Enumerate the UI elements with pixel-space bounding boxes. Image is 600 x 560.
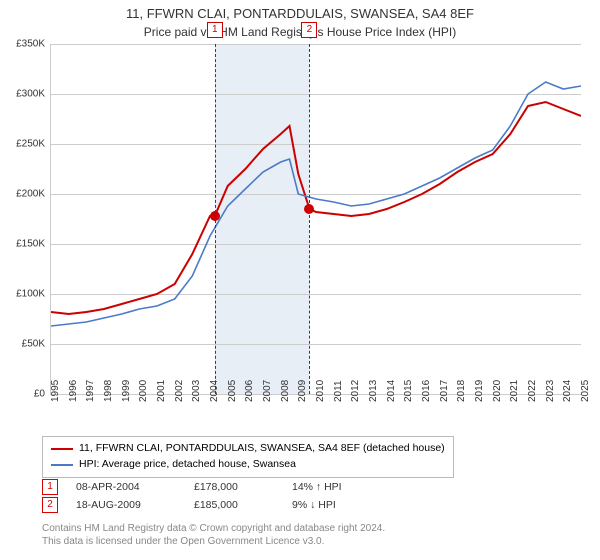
chart-svg bbox=[51, 44, 581, 394]
x-axis-label: 2004 bbox=[209, 380, 220, 402]
legend-item: HPI: Average price, detached house, Swan… bbox=[51, 457, 445, 473]
chart-title: 11, FFWRN CLAI, PONTARDDULAIS, SWANSEA, … bbox=[0, 0, 600, 23]
x-axis-label: 2010 bbox=[315, 380, 326, 402]
y-axis-label: £150K bbox=[16, 239, 45, 250]
y-axis-label: £0 bbox=[34, 389, 45, 400]
attribution-line1: Contains HM Land Registry data © Crown c… bbox=[42, 522, 385, 535]
transaction-row: 1 08-APR-2004 £178,000 14% ↑ HPI bbox=[42, 478, 372, 496]
legend-swatch bbox=[51, 448, 73, 450]
legend: 11, FFWRN CLAI, PONTARDDULAIS, SWANSEA, … bbox=[42, 436, 454, 478]
x-axis-label: 2019 bbox=[474, 380, 485, 402]
transaction-price: £185,000 bbox=[194, 499, 274, 511]
x-axis-label: 2001 bbox=[156, 380, 167, 402]
legend-label: 11, FFWRN CLAI, PONTARDDULAIS, SWANSEA, … bbox=[79, 441, 445, 457]
x-axis-label: 2018 bbox=[456, 380, 467, 402]
x-axis-label: 2023 bbox=[545, 380, 556, 402]
x-axis-label: 2014 bbox=[386, 380, 397, 402]
y-axis-label: £300K bbox=[16, 89, 45, 100]
series-property bbox=[51, 102, 581, 314]
x-axis-label: 2003 bbox=[191, 380, 202, 402]
transaction-date: 08-APR-2004 bbox=[76, 481, 176, 493]
transaction-delta: 14% ↑ HPI bbox=[292, 481, 372, 493]
transaction-flag-num: 1 bbox=[42, 479, 58, 495]
x-axis-label: 2017 bbox=[439, 380, 450, 402]
x-axis-label: 2012 bbox=[350, 380, 361, 402]
x-axis-label: 2020 bbox=[492, 380, 503, 402]
legend-swatch bbox=[51, 464, 73, 466]
x-axis-label: 1996 bbox=[68, 380, 79, 402]
x-axis-label: 2021 bbox=[509, 380, 520, 402]
x-axis-label: 2015 bbox=[403, 380, 414, 402]
x-axis-label: 1998 bbox=[103, 380, 114, 402]
legend-label: HPI: Average price, detached house, Swan… bbox=[79, 457, 296, 473]
legend-item: 11, FFWRN CLAI, PONTARDDULAIS, SWANSEA, … bbox=[51, 441, 445, 457]
x-axis-label: 2006 bbox=[244, 380, 255, 402]
x-axis-label: 1999 bbox=[121, 380, 132, 402]
flag-marker-2: 2 bbox=[301, 22, 317, 38]
x-axis-label: 2025 bbox=[580, 380, 591, 402]
transaction-row: 2 18-AUG-2009 £185,000 9% ↓ HPI bbox=[42, 496, 372, 514]
attribution-line2: This data is licensed under the Open Gov… bbox=[42, 535, 385, 548]
y-axis-label: £100K bbox=[16, 289, 45, 300]
x-axis-label: 2013 bbox=[368, 380, 379, 402]
x-axis-label: 2016 bbox=[421, 380, 432, 402]
y-axis-label: £200K bbox=[16, 189, 45, 200]
transaction-delta: 9% ↓ HPI bbox=[292, 499, 372, 511]
x-axis-label: 2024 bbox=[562, 380, 573, 402]
x-axis-label: 2000 bbox=[138, 380, 149, 402]
x-axis-label: 2022 bbox=[527, 380, 538, 402]
y-axis-label: £50K bbox=[22, 339, 45, 350]
transactions-table: 1 08-APR-2004 £178,000 14% ↑ HPI 2 18-AUG-200… bbox=[42, 478, 372, 514]
y-axis-label: £250K bbox=[16, 139, 45, 150]
x-axis-label: 2007 bbox=[262, 380, 273, 402]
flag-marker-1: 1 bbox=[207, 22, 223, 38]
x-axis-label: 2005 bbox=[227, 380, 238, 402]
flag-line-2 bbox=[309, 44, 310, 394]
x-axis-label: 1995 bbox=[50, 380, 61, 402]
x-axis-label: 2008 bbox=[280, 380, 291, 402]
transaction-date: 18-AUG-2009 bbox=[76, 499, 176, 511]
series-hpi bbox=[51, 82, 581, 326]
attribution: Contains HM Land Registry data © Crown c… bbox=[42, 522, 385, 548]
plot-area: 12 bbox=[50, 44, 581, 395]
transaction-price: £178,000 bbox=[194, 481, 274, 493]
flag-dot-2 bbox=[304, 204, 314, 214]
x-axis-label: 2009 bbox=[297, 380, 308, 402]
chart-area: 12 £0£50K£100K£150K£200K£250K£300K£350K1… bbox=[0, 44, 600, 424]
x-axis-label: 2002 bbox=[174, 380, 185, 402]
chart-container: { "title": "11, FFWRN CLAI, PONTARDDULAI… bbox=[0, 0, 600, 560]
x-axis-label: 1997 bbox=[85, 380, 96, 402]
transaction-flag-num: 2 bbox=[42, 497, 58, 513]
chart-subtitle: Price paid vs. HM Land Registry's House … bbox=[0, 23, 600, 39]
flag-dot-1 bbox=[210, 211, 220, 221]
y-axis-label: £350K bbox=[16, 39, 45, 50]
x-axis-label: 2011 bbox=[333, 380, 344, 402]
